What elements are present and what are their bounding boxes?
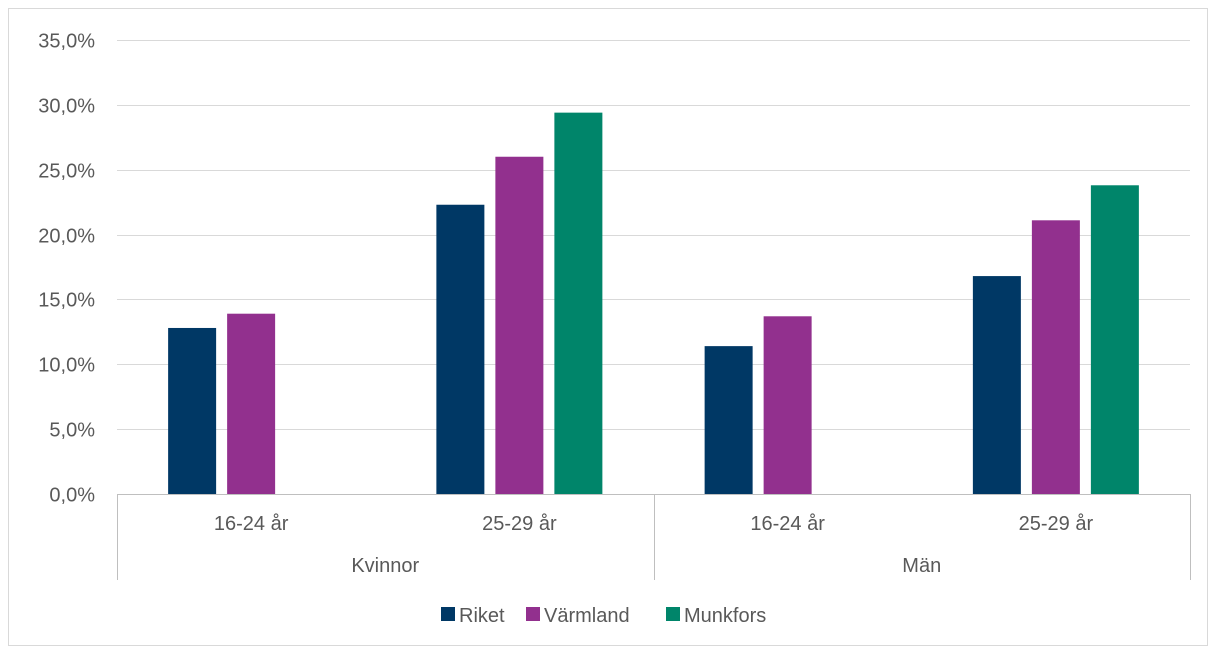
x-category-label: 16-24 år: [214, 513, 289, 535]
x-group-label: Män: [902, 555, 941, 577]
bar-munkfors-2-2: [1090, 185, 1139, 494]
x-category-label: 16-24 år: [750, 513, 825, 535]
bar-munkfors-1-2: [554, 112, 603, 494]
x-category-label: 25-29 år: [482, 513, 557, 535]
y-tick-label: 0,0%: [49, 485, 95, 507]
bars: [168, 112, 1139, 495]
bar-värmland-1-1: [227, 313, 276, 494]
x-axis: [117, 494, 1191, 580]
bar-riket-2-2: [972, 276, 1021, 494]
legend-swatch-munkfors: [666, 607, 680, 621]
y-tick-label: 25,0%: [38, 161, 95, 183]
x-group-label: Kvinnor: [351, 555, 419, 577]
y-tick-label: 35,0%: [38, 31, 95, 53]
legend-label-riket: Riket: [459, 605, 505, 627]
chart-border: [8, 8, 1208, 646]
gridlines: [117, 40, 1190, 430]
y-tick-label: 10,0%: [38, 355, 95, 377]
legend-label-värmland: Värmland: [544, 605, 630, 627]
x-category-label: 25-29 år: [1019, 513, 1094, 535]
bar-värmland-1-2: [495, 156, 544, 494]
legend-label-munkfors: Munkfors: [684, 605, 766, 627]
legend: Riket Värmland Munkfors: [441, 605, 766, 627]
y-tick-label: 15,0%: [38, 290, 95, 312]
y-tick-label: 20,0%: [38, 226, 95, 248]
y-tick-label: 30,0%: [38, 96, 95, 118]
bar-riket-1-1: [168, 327, 217, 494]
bar-värmland-2-2: [1031, 220, 1080, 494]
x-axis-labels: 16-24 år 25-29 år 16-24 år 25-29 år Kvinnor M…: [214, 513, 1094, 577]
y-tick-label: 5,0%: [49, 420, 95, 442]
legend-swatch-riket: [441, 607, 455, 621]
bar-riket-1-2: [436, 204, 485, 495]
y-axis-tick-labels: 0,0% 5,0% 10,0% 15,0% 20,0% 25,0% 30,0% 35,0%: [38, 31, 95, 507]
bar-riket-2-1: [704, 346, 753, 494]
bar-värmland-2-1: [763, 316, 812, 494]
legend-swatch-värmland: [526, 607, 540, 621]
